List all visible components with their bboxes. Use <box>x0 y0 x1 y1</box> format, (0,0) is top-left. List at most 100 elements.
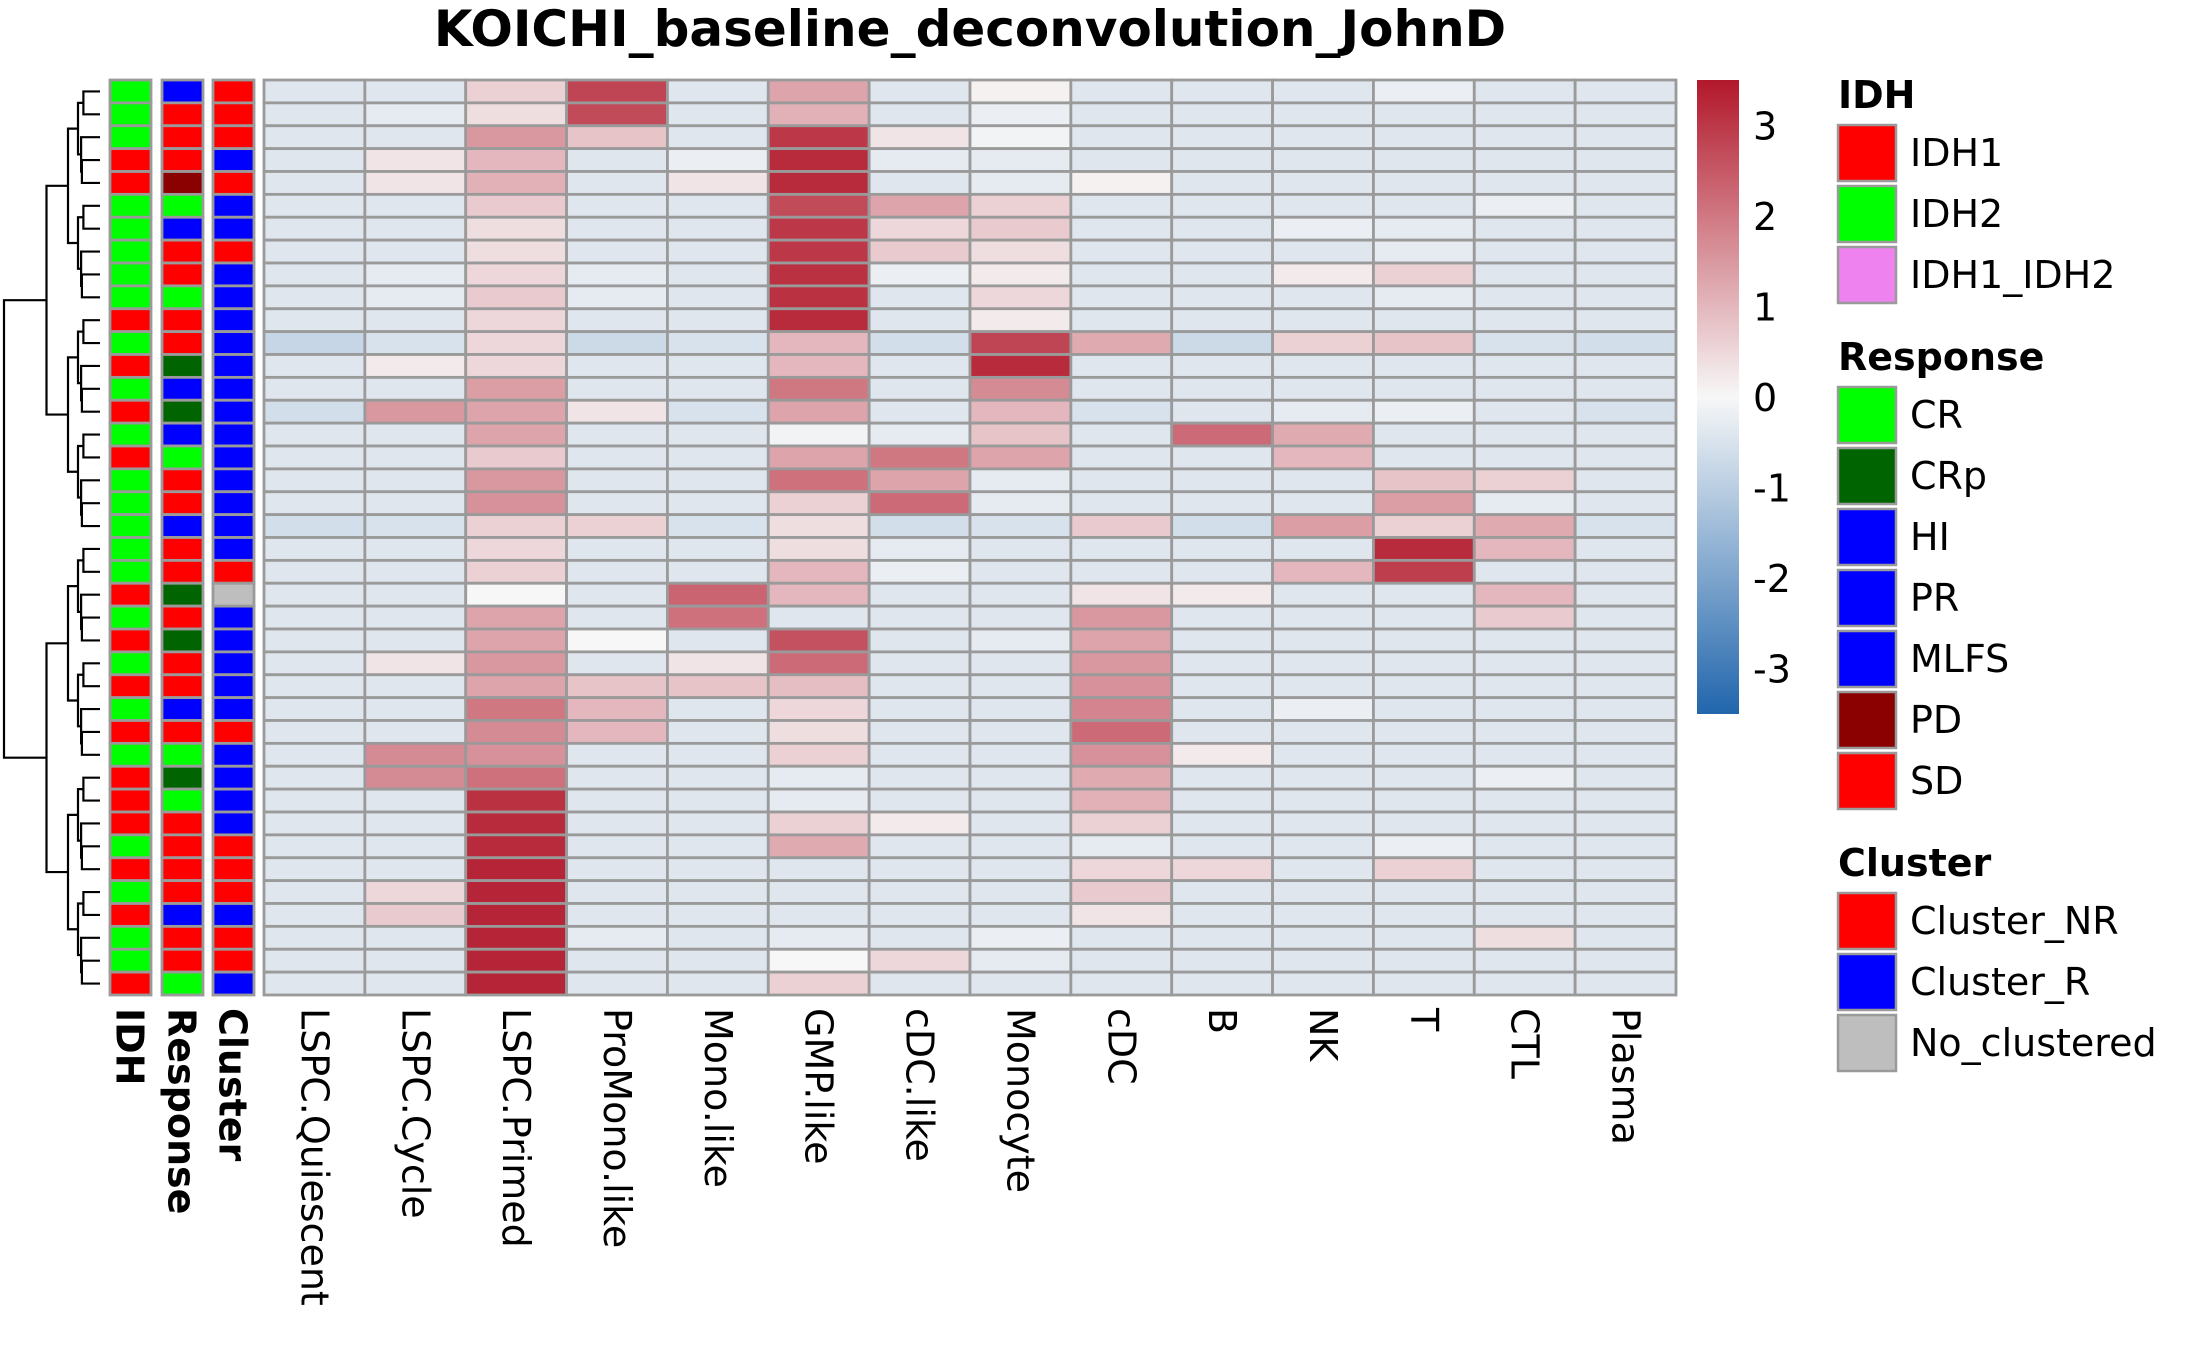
heatmap-cell <box>1472 696 1577 722</box>
heatmap-cell <box>1069 353 1174 379</box>
heatmap-cell <box>968 787 1073 814</box>
heatmap-cell <box>666 879 770 905</box>
heatmap-cell <box>867 78 972 105</box>
heatmap-cell <box>565 490 669 517</box>
annotation-cell-response <box>160 650 205 677</box>
heatmap-cell <box>968 764 1073 791</box>
heatmap-cell <box>1372 215 1476 242</box>
heatmap-cell <box>363 353 468 379</box>
heatmap-cell <box>464 627 568 654</box>
heatmap-cell <box>1472 147 1577 173</box>
heatmap-cell <box>363 970 468 997</box>
heatmap-cell <box>766 536 871 562</box>
heatmap-cell <box>766 581 871 608</box>
dendrogram-branch <box>80 273 100 299</box>
heatmap-cell <box>464 467 568 494</box>
heatmap-cell <box>464 238 568 265</box>
legend-swatch <box>1836 123 1898 183</box>
heatmap-cell <box>766 444 871 471</box>
heatmap-cell <box>968 192 1073 219</box>
heatmap-cell <box>1271 947 1375 974</box>
heatmap-cell <box>1472 558 1577 585</box>
heatmap-cell <box>565 581 669 608</box>
heatmap-cell <box>1372 398 1476 425</box>
heatmap-cell <box>1573 330 1678 356</box>
dendrogram-branch <box>80 387 100 413</box>
heatmap-cell <box>262 421 367 448</box>
heatmap-cell <box>1573 650 1678 677</box>
heatmap-cell <box>262 307 367 334</box>
heatmap-cell <box>1170 604 1274 631</box>
heatmap-cell <box>1372 924 1476 951</box>
color-bar-tick-label: -1 <box>1753 467 1791 511</box>
heatmap-cell <box>1170 78 1274 105</box>
heatmap-cell <box>867 490 972 517</box>
dendrogram-branch <box>80 593 100 631</box>
annotation-cell-response <box>160 581 205 608</box>
heatmap-cell <box>1170 787 1274 814</box>
heatmap-cell <box>968 627 1073 654</box>
legend-label: SD <box>1910 759 1963 803</box>
heatmap-cell <box>1372 833 1476 860</box>
annotation-cell-cluster <box>211 170 256 196</box>
heatmap-cell <box>363 833 468 860</box>
heatmap-cell <box>464 833 568 860</box>
heatmap-cell <box>1472 970 1577 997</box>
heatmap-cell <box>1170 170 1274 196</box>
heatmap-cell <box>464 604 568 631</box>
annotation-cell-idh <box>108 764 153 791</box>
heatmap-cell <box>464 261 568 288</box>
color-bar-tick-label: 0 <box>1753 376 1777 420</box>
heatmap-cell <box>565 284 669 311</box>
annotation-cell-response <box>160 719 205 745</box>
dendrogram-branch <box>80 707 100 745</box>
annotation-cell-idh <box>108 719 153 745</box>
annotation-cell-idh <box>108 192 153 219</box>
heatmap-cell <box>666 238 770 265</box>
heatmap-cell <box>363 78 468 105</box>
annotation-cell-idh <box>108 261 153 288</box>
heatmap-cell <box>666 536 770 562</box>
heatmap-cell <box>1573 124 1678 151</box>
heatmap-cell <box>262 513 367 539</box>
legend-label: CR <box>1910 393 1963 437</box>
annotation-cell-response <box>160 536 205 562</box>
heatmap-cell <box>666 421 770 448</box>
heatmap-cell <box>1170 696 1274 722</box>
heatmap-cell <box>1573 78 1678 105</box>
heatmap-cell <box>867 604 972 631</box>
heatmap-cell <box>1170 673 1274 700</box>
legend-swatch <box>1836 1013 1898 1073</box>
annotation-cell-response <box>160 879 205 905</box>
heatmap-cell <box>1372 261 1476 288</box>
heatmap-cell <box>565 192 669 219</box>
heatmap-cell <box>565 558 669 585</box>
heatmap-cell <box>867 467 972 494</box>
annotation-cell-response <box>160 604 205 631</box>
heatmap-cell <box>766 375 871 402</box>
heatmap-cell <box>1170 536 1274 562</box>
annotation-cell-response <box>160 490 205 517</box>
heatmap-cell <box>262 170 367 196</box>
heatmap-cell <box>867 719 972 745</box>
heatmap-cell <box>1573 741 1678 768</box>
heatmap-cell <box>666 170 770 196</box>
legend-swatch <box>1836 629 1898 689</box>
row-annotations <box>108 78 256 997</box>
heatmap-cell <box>968 513 1073 539</box>
heatmap-cell <box>1372 375 1476 402</box>
heatmap-cell <box>565 856 669 883</box>
heatmap-cell <box>1472 604 1577 631</box>
heatmap-cell <box>666 924 770 951</box>
heatmap-cell <box>363 490 468 517</box>
heatmap-cell <box>666 215 770 242</box>
dendrogram-branch <box>82 890 100 917</box>
heatmap-cell <box>968 238 1073 265</box>
heatmap-cell <box>666 787 770 814</box>
heatmap-cell <box>1472 192 1577 219</box>
heatmap-cell <box>867 375 972 402</box>
heatmap-cell <box>1573 787 1678 814</box>
heatmap-cell <box>1069 902 1174 928</box>
heatmap-cell <box>968 856 1073 883</box>
heatmap-cell <box>1069 970 1174 997</box>
